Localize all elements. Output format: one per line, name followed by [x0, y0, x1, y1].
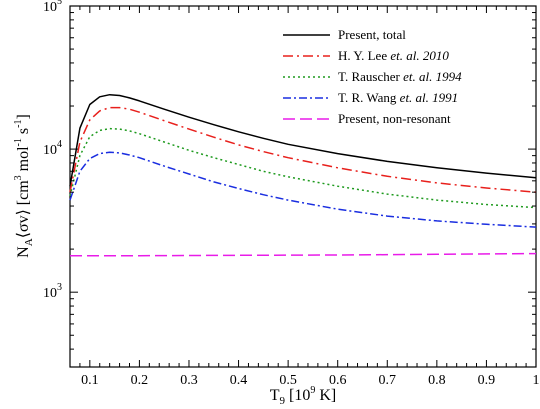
legend-label-2: H. Y. Lee et. al. 2010 — [338, 48, 449, 63]
x-tick-label: 1 — [533, 373, 540, 388]
tick-layer: 0.1 0.2 0.3 0.4 0.5 0.6 0.7 0.8 0.9 1 103 104 105 — [43, 0, 540, 388]
series-line-4 — [69, 151, 537, 228]
y-label-post: ] — [15, 114, 32, 119]
series-line-5 — [70, 252, 537, 257]
y-axis-label: NA⟨σv⟩ [cm3 mol-1 s-1] — [13, 114, 35, 258]
x-tick-label: 0.5 — [279, 373, 297, 388]
x-label-unit: K] — [315, 387, 336, 404]
x-label-sup: 9 — [310, 385, 315, 396]
x-tick-label: 0.6 — [329, 373, 347, 388]
y-label-sup1: 3 — [13, 175, 24, 180]
x-label-rest: [10 — [285, 387, 310, 404]
y-label-sub: A — [23, 238, 35, 246]
series-line-2 — [69, 106, 537, 193]
series-line-1 — [69, 93, 537, 187]
svg-text:T9 [109 K]: T9 [109 K] — [270, 385, 337, 407]
y-label-pre: N — [15, 246, 32, 258]
x-tick-label: 0.4 — [230, 373, 248, 388]
legend-label-1: Present, total — [338, 27, 406, 42]
series-layer — [69, 93, 537, 257]
x-label-main: T — [270, 387, 280, 404]
y-label-sup3: -1 — [13, 120, 24, 128]
y-tick-label: 104 — [43, 139, 62, 158]
x-axis-label: T9 [109 K] — [270, 385, 337, 407]
x-tick-label: 0.9 — [478, 373, 496, 388]
plot-frame — [69, 5, 537, 368]
plot-area: 0.1 0.2 0.3 0.4 0.5 0.6 0.7 0.8 0.9 1 103 104 105 — [43, 0, 540, 388]
y-label-mid: ⟨σv⟩ [cm — [15, 180, 32, 239]
legend-label-5: Present, non-resonant — [338, 111, 451, 126]
x-tick-label: 0.2 — [131, 373, 149, 388]
x-label-sub: 9 — [280, 395, 286, 407]
y-label-mid2: mol — [15, 146, 32, 175]
y-label-sup2: -1 — [13, 138, 24, 146]
x-tick-label: 0.3 — [180, 373, 198, 388]
y-tick-label: 103 — [43, 282, 62, 301]
series-line-3 — [69, 127, 537, 209]
legend-label-4: T. R. Wang et. al. 1991 — [338, 90, 458, 105]
x-tick-label: 0.7 — [379, 373, 397, 388]
y-label-mid3: s — [15, 128, 32, 138]
x-tick-label: 0.1 — [81, 373, 99, 388]
svg-text:NA⟨σv⟩ [cm3 mol-1 s-1]: NA⟨σv⟩ [cm3 mol-1 s-1] — [13, 114, 35, 258]
x-tick-label: 0.8 — [428, 373, 446, 388]
legend-label-3: T. Rauscher et. al. 1994 — [338, 69, 462, 84]
y-tick-label: 105 — [43, 0, 62, 15]
legend: Present, total H. Y. Lee et. al. 2010 T. R… — [283, 27, 462, 126]
